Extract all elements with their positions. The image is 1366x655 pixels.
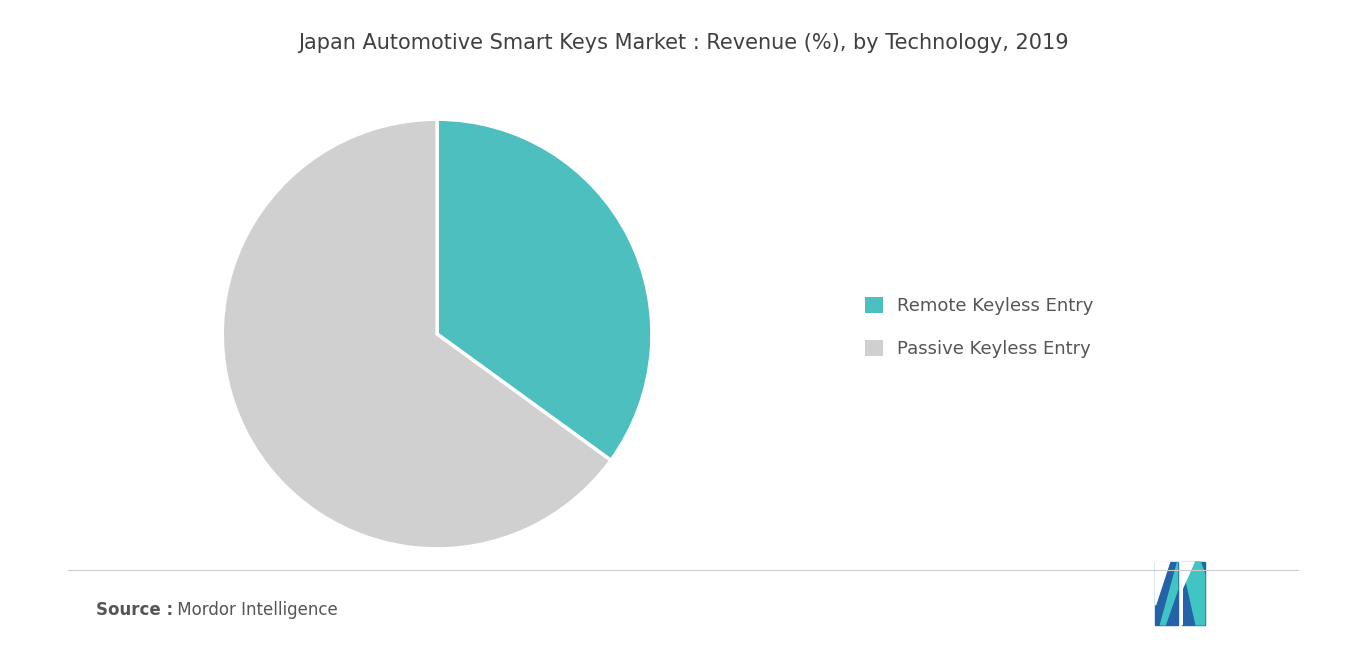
Text: Source :: Source : — [96, 601, 172, 619]
Text: Japan Automotive Smart Keys Market : Revenue (%), by Technology, 2019: Japan Automotive Smart Keys Market : Rev… — [298, 33, 1068, 53]
Polygon shape — [1156, 562, 1177, 625]
Polygon shape — [1182, 562, 1194, 625]
Legend: Remote Keyless Entry, Passive Keyless Entry: Remote Keyless Entry, Passive Keyless En… — [856, 288, 1102, 367]
Polygon shape — [1182, 562, 1205, 625]
Polygon shape — [1154, 558, 1179, 629]
Polygon shape — [1182, 562, 1205, 625]
Polygon shape — [1160, 562, 1177, 625]
Wedge shape — [437, 119, 652, 460]
Text: Mordor Intelligence: Mordor Intelligence — [172, 601, 337, 619]
Wedge shape — [223, 119, 611, 549]
Polygon shape — [1156, 562, 1169, 605]
